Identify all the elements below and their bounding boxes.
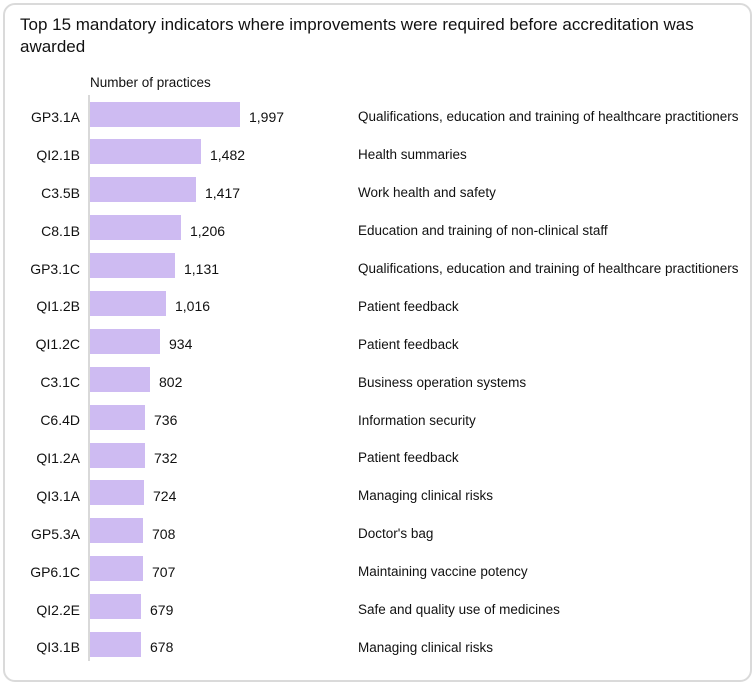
indicator-description: Managing clinical risks [358, 639, 494, 655]
chart-row: C8.1B 1,206 Education and training of no… [5, 212, 750, 250]
value-bar [90, 328, 160, 354]
value-bar [90, 101, 240, 127]
indicator-description: Business operation systems [358, 374, 527, 390]
chart-row: QI2.2E 679 Safe and quality use of medic… [5, 591, 750, 629]
indicator-code-label: GP3.1C [30, 260, 80, 277]
value-bar [90, 518, 143, 544]
indicator-code-label: C3.1C [40, 374, 80, 391]
chart-row: QI3.1A 724 Managing clinical risks [5, 477, 750, 515]
value-bar [90, 442, 145, 468]
chart-row: QI3.1B 678 Managing clinical risks [5, 628, 750, 666]
indicator-description: Doctor's bag [358, 526, 434, 542]
value-bar [90, 290, 166, 316]
bar-value-label: 1,206 [190, 222, 226, 239]
chart-row: GP6.1C 707 Maintaining vaccine potency [5, 553, 750, 591]
value-bar [90, 253, 175, 279]
bar-value-label: 732 [154, 449, 178, 466]
indicator-description: Work health and safety [358, 185, 496, 201]
chart-card: Top 15 mandatory indicators where improv… [3, 3, 752, 682]
chart-row: C3.1C 802 Business operation systems [5, 363, 750, 401]
value-bar [90, 594, 141, 620]
indicator-description: Maintaining vaccine potency [358, 564, 528, 580]
bar-rows: GP3.1A 1,997 Qualifications, education a… [5, 98, 750, 666]
indicator-description: Education and training of non-clinical s… [358, 223, 608, 239]
bar-value-label: 707 [152, 563, 176, 580]
bar-value-label: 934 [169, 336, 193, 353]
indicator-description: Information security [358, 412, 476, 428]
indicator-code-label: GP3.1A [30, 108, 80, 125]
bar-value-label: 1,131 [184, 260, 220, 277]
indicator-description: Patient feedback [358, 450, 459, 466]
indicator-description: Patient feedback [358, 336, 459, 352]
chart-row: GP3.1A 1,997 Qualifications, education a… [5, 98, 750, 136]
indicator-code-label: QI2.2E [36, 601, 80, 618]
indicator-description: Qualifications, education and training o… [358, 109, 739, 125]
value-bar [90, 215, 181, 241]
indicator-code-label: QI3.1A [36, 487, 80, 504]
y-axis-line [88, 95, 90, 661]
x-axis-label: Number of practices [90, 75, 211, 90]
chart-row: QI2.1B 1,482 Health summaries [5, 136, 750, 174]
bar-value-label: 1,997 [249, 108, 285, 125]
value-bar [90, 404, 145, 430]
indicator-description: Safe and quality use of medicines [358, 602, 560, 618]
chart-row: GP3.1C 1,131 Qualifications, education a… [5, 250, 750, 288]
indicator-code-label: QI3.1B [36, 639, 80, 656]
indicator-description: Qualifications, education and training o… [358, 261, 739, 276]
indicator-code-label: QI2.1B [36, 146, 80, 163]
indicator-code-label: GP6.1C [30, 563, 80, 580]
chart-row: C6.4D 736 Information security [5, 401, 750, 439]
bar-value-label: 1,016 [175, 298, 211, 315]
bar-value-label: 708 [152, 525, 176, 542]
indicator-code-label: QI1.2B [36, 298, 80, 315]
chart-row: GP5.3A 708 Doctor's bag [5, 515, 750, 553]
value-bar [90, 177, 196, 203]
value-bar [90, 139, 201, 165]
chart-row: C3.5B 1,417 Work health and safety [5, 174, 750, 212]
value-bar [90, 556, 143, 582]
indicator-code-label: GP5.3A [30, 525, 80, 542]
bar-value-label: 802 [159, 374, 183, 391]
value-bar [90, 480, 144, 506]
indicator-code-label: QI1.2C [35, 336, 80, 353]
chart-row: QI1.2A 732 Patient feedback [5, 439, 750, 477]
bar-value-label: 678 [150, 639, 174, 656]
bar-value-label: 724 [153, 487, 177, 504]
indicator-description: Managing clinical risks [358, 488, 494, 504]
indicator-code-label: QI1.2A [36, 449, 80, 466]
value-bar [90, 631, 141, 657]
bar-value-label: 679 [150, 601, 174, 618]
value-bar [90, 366, 150, 392]
chart-row: QI1.2B 1,016 Patient feedback [5, 287, 750, 325]
indicator-description: Patient feedback [358, 298, 459, 314]
bar-value-label: 1,482 [210, 146, 246, 163]
indicator-description: Health summaries [358, 147, 467, 163]
bar-value-label: 1,417 [205, 184, 241, 201]
indicator-code-label: C6.4D [40, 412, 80, 429]
bar-value-label: 736 [154, 412, 178, 429]
indicator-code-label: C3.5B [41, 184, 80, 201]
chart-title: Top 15 mandatory indicators where improv… [20, 15, 694, 56]
indicator-code-label: C8.1B [41, 222, 80, 239]
chart-row: QI1.2C 934 Patient feedback [5, 325, 750, 363]
